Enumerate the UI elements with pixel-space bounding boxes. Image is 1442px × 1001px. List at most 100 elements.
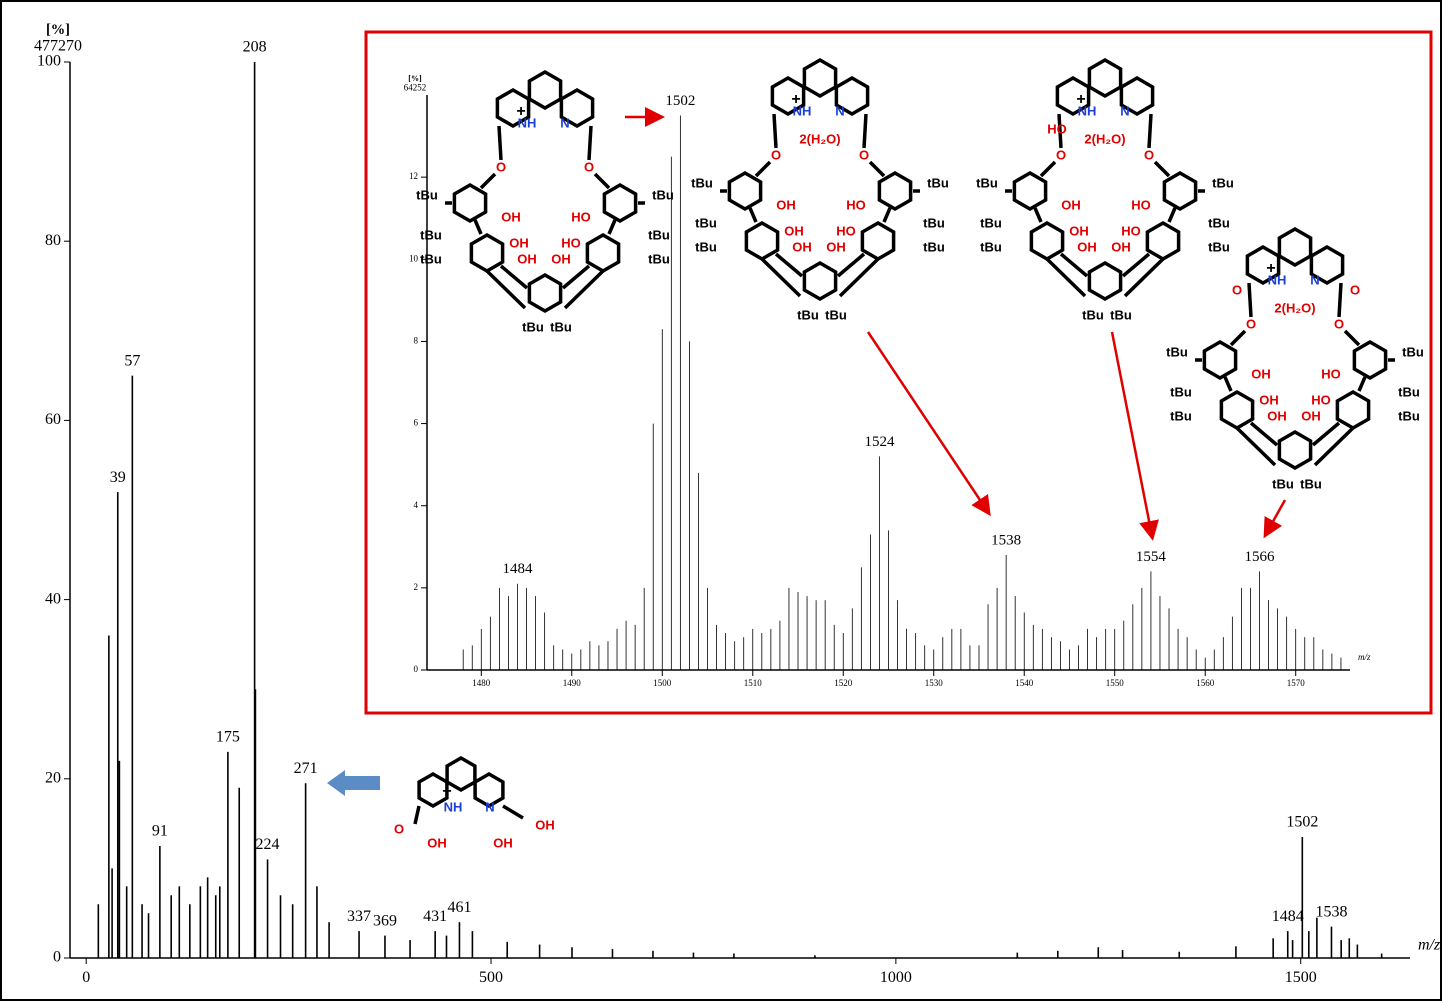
atom-label: O bbox=[1232, 282, 1242, 297]
atom-label: OH bbox=[1251, 366, 1271, 381]
atom-label: O bbox=[859, 147, 869, 162]
atom-label: OH bbox=[551, 251, 571, 266]
atom-label: O bbox=[771, 147, 781, 162]
y-tick-label: 8 bbox=[414, 335, 419, 345]
arrows bbox=[625, 107, 1287, 541]
atom-label: OH bbox=[792, 239, 812, 254]
x-tick-label: 1480 bbox=[472, 678, 491, 688]
x-tick-label: 1490 bbox=[563, 678, 582, 688]
atom-label: NH bbox=[444, 799, 463, 814]
atom-label: HO bbox=[1121, 223, 1141, 238]
y-tick-label: 6 bbox=[414, 418, 419, 428]
atom-label: N bbox=[1120, 103, 1129, 118]
x-tick-label: 1000 bbox=[880, 969, 912, 986]
bond bbox=[1313, 426, 1355, 467]
atom-label: tBu bbox=[648, 227, 670, 242]
atom-label: tBu bbox=[695, 215, 717, 230]
bond bbox=[497, 125, 503, 161]
atom-label: OH bbox=[1077, 239, 1097, 254]
atom-label: OH bbox=[535, 817, 555, 832]
atom-label: tBu bbox=[522, 319, 544, 334]
atom-label: tBu bbox=[420, 227, 442, 242]
atom-label: tBu bbox=[416, 187, 438, 202]
bond bbox=[473, 219, 483, 235]
peak-label: 91 bbox=[152, 823, 168, 840]
atom-label: OH bbox=[493, 835, 513, 850]
y-scale-note: 477270 bbox=[34, 37, 82, 54]
atom-label: OH bbox=[501, 209, 521, 224]
atom-label: tBu bbox=[1398, 408, 1420, 423]
peak-label: 1524 bbox=[864, 434, 895, 450]
atom-label: tBu bbox=[927, 175, 949, 190]
atom-label: NH bbox=[793, 103, 812, 118]
bond bbox=[1229, 329, 1247, 347]
arrow bbox=[1263, 499, 1287, 539]
atom-label: O bbox=[1246, 316, 1256, 331]
atom-label: tBu bbox=[980, 239, 1002, 254]
atom-label: NH bbox=[518, 115, 537, 130]
atom-label: OH bbox=[427, 835, 447, 850]
bond bbox=[1247, 282, 1253, 318]
atom-label: HO bbox=[1321, 366, 1341, 381]
bond bbox=[607, 219, 617, 235]
peak-label: 1554 bbox=[1136, 549, 1167, 565]
peak-label: 1484 bbox=[502, 561, 533, 577]
peak-label: 224 bbox=[256, 836, 280, 853]
bond bbox=[1121, 252, 1151, 278]
atom-label: OH bbox=[776, 197, 796, 212]
y-tick-label: 60 bbox=[45, 411, 61, 428]
ring bbox=[877, 170, 913, 212]
ring bbox=[559, 87, 595, 129]
y-tick-label: 80 bbox=[45, 232, 61, 249]
atom-label: N bbox=[1310, 272, 1319, 287]
y-tick-label: 0 bbox=[53, 949, 61, 966]
ring bbox=[1162, 170, 1198, 212]
atom-label: tBu bbox=[1208, 239, 1230, 254]
peak-label: 208 bbox=[243, 39, 267, 56]
atom-label: tBu bbox=[1398, 384, 1420, 399]
atom-label: tBu bbox=[1300, 476, 1322, 491]
atom-label: + bbox=[516, 103, 525, 120]
bond bbox=[882, 207, 892, 223]
y-tick-label: 100 bbox=[37, 53, 61, 70]
atom-label: tBu bbox=[1170, 408, 1192, 423]
atom-label: tBu bbox=[550, 319, 572, 334]
bond bbox=[1147, 113, 1153, 149]
ring bbox=[473, 771, 505, 809]
x-tick-label: 1510 bbox=[744, 678, 763, 688]
atom-label: tBu bbox=[652, 187, 674, 202]
bond bbox=[774, 252, 804, 278]
ring bbox=[1277, 226, 1313, 268]
x-axis-label: m/z bbox=[1358, 652, 1371, 662]
bond bbox=[836, 252, 866, 278]
bond bbox=[760, 257, 802, 298]
bond bbox=[479, 172, 497, 190]
atom-label: tBu bbox=[980, 215, 1002, 230]
y-tick-label: 20 bbox=[45, 769, 61, 786]
atom-label: O bbox=[1056, 147, 1066, 162]
atom-label: HO bbox=[561, 235, 581, 250]
y-tick-label: 0 bbox=[414, 664, 419, 674]
ring bbox=[1277, 429, 1313, 471]
x-tick-label: 1560 bbox=[1196, 678, 1215, 688]
bond bbox=[1343, 329, 1361, 347]
atom-label: tBu bbox=[1402, 344, 1424, 359]
atom-label: OH bbox=[509, 235, 529, 250]
ring bbox=[727, 170, 763, 212]
atom-label: NH bbox=[1078, 103, 1097, 118]
atom-label: O bbox=[584, 159, 594, 174]
atom-label: OH bbox=[826, 239, 846, 254]
atom-label: NH bbox=[1268, 272, 1287, 287]
atom-label: N bbox=[485, 799, 494, 814]
x-tick-label: 1500 bbox=[1285, 969, 1317, 986]
atom-label: tBu bbox=[1212, 175, 1234, 190]
atom-label: 2(H₂O) bbox=[1084, 131, 1125, 146]
peak-label: 1538 bbox=[991, 532, 1021, 548]
x-axis-label: m/z bbox=[1418, 937, 1441, 954]
bond bbox=[413, 805, 421, 825]
ring bbox=[1352, 339, 1388, 381]
ring bbox=[452, 182, 488, 224]
